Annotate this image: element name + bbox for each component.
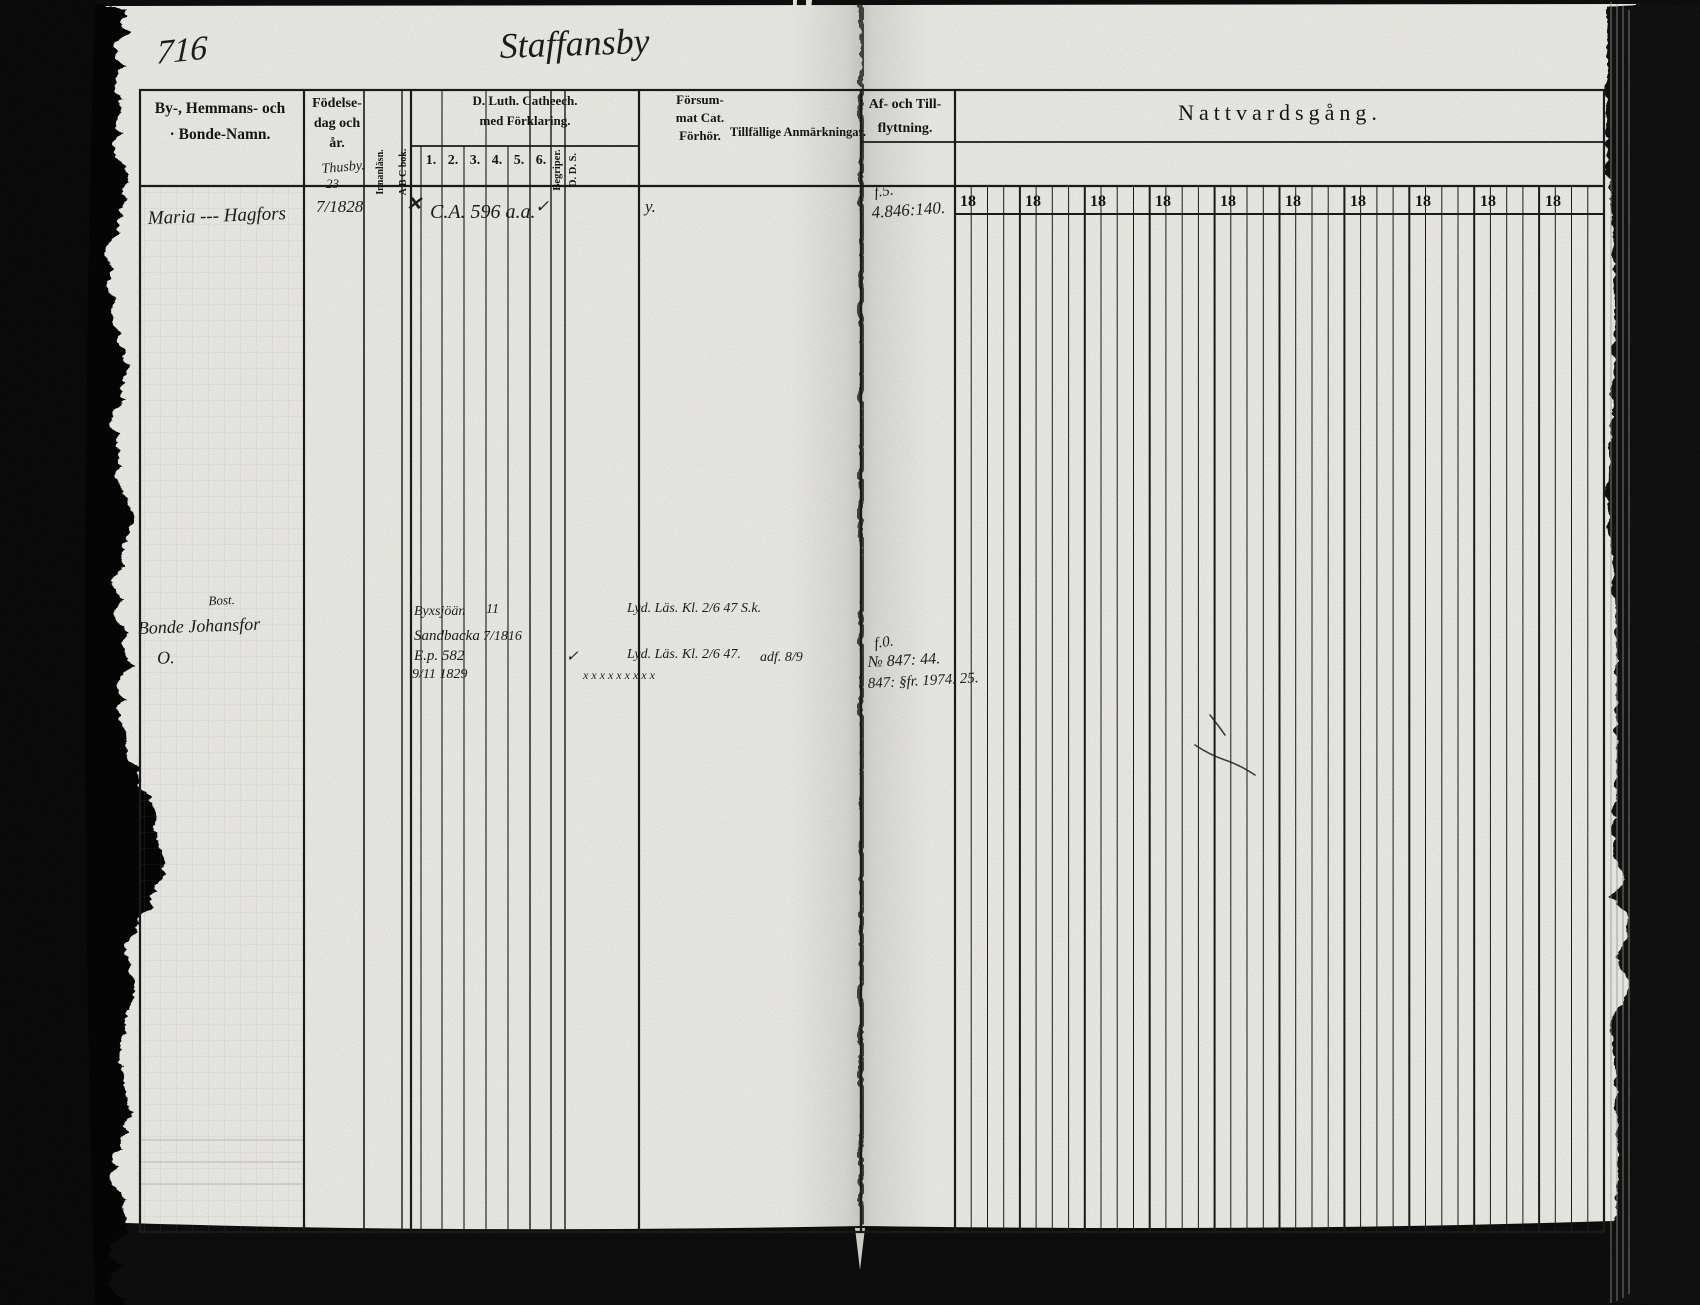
- svg-text:f.0.: f.0.: [873, 633, 894, 652]
- svg-text:mat Cat.: mat Cat.: [676, 110, 724, 125]
- svg-text:Lyd. Läs. Kl. 2/6 47 S.k.: Lyd. Läs. Kl. 2/6 47 S.k.: [626, 601, 761, 616]
- svg-text:9/11 1829: 9/11 1829: [412, 667, 467, 682]
- svg-text:Innanläsn.: Innanläsn.: [375, 149, 386, 195]
- svg-text:4.: 4.: [492, 153, 503, 168]
- svg-text:D. D. S.: D. D. S.: [568, 153, 579, 188]
- svg-text:23: 23: [326, 176, 340, 191]
- svg-text:716: 716: [156, 29, 208, 71]
- svg-text:Bost.: Bost.: [194, 592, 235, 609]
- svg-text:x x x x x x x x x: x x x x x x x x x: [582, 668, 656, 682]
- svg-text:flyttning.: flyttning.: [878, 121, 933, 136]
- svg-text:11: 11: [486, 602, 499, 617]
- svg-text:Staffansby: Staffansby: [499, 21, 650, 66]
- svg-text:18: 18: [1285, 193, 1301, 210]
- svg-text:· Bonde-Namn.: · Bonde-Namn.: [170, 126, 271, 143]
- svg-text:By-, Hemmans- och: By-, Hemmans- och: [155, 100, 286, 117]
- svg-text:18: 18: [1025, 193, 1041, 210]
- svg-text:Tillfällige Anmärkningar.: Tillfällige Anmärkningar.: [730, 125, 866, 139]
- svg-text:18: 18: [1350, 193, 1366, 210]
- svg-text:Födelse-: Födelse-: [312, 96, 362, 111]
- svg-text:D. Luth. Catheech.: D. Luth. Catheech.: [472, 93, 577, 108]
- svg-text:Byxsjöän: Byxsjöän: [414, 604, 465, 619]
- svg-text:y.: y.: [643, 197, 656, 216]
- svg-text:18: 18: [960, 193, 976, 210]
- svg-text:18: 18: [1480, 193, 1496, 210]
- svg-text:Sandbacka: Sandbacka: [414, 628, 480, 644]
- svg-text:6.: 6.: [536, 153, 547, 168]
- svg-text:Af- och Till-: Af- och Till-: [869, 97, 942, 112]
- svg-text:adf. 8/9: adf. 8/9: [760, 650, 803, 665]
- svg-text:med Förklaring.: med Förklaring.: [480, 113, 571, 128]
- svg-text:18: 18: [1155, 193, 1171, 210]
- svg-text:5.: 5.: [514, 153, 525, 168]
- svg-text:O.: O.: [149, 647, 182, 668]
- svg-text:f.5.: f.5.: [873, 182, 894, 201]
- svg-text:Begriper.: Begriper.: [552, 149, 563, 191]
- svg-text:✓: ✓: [535, 197, 549, 216]
- svg-text:Lyd. Läs. Kl. 2/6 47.: Lyd. Läs. Kl. 2/6 47.: [626, 647, 741, 662]
- svg-text:✕: ✕: [406, 194, 423, 215]
- svg-text:✓: ✓: [566, 649, 579, 665]
- svg-text:7/1828: 7/1828: [316, 197, 364, 216]
- svg-text:Nattvardsgång.: Nattvardsgång.: [1178, 100, 1382, 125]
- svg-text:Förhör.: Förhör.: [679, 128, 721, 143]
- svg-text:C.A. 596 a.a.: C.A. 596 a.a.: [430, 201, 536, 223]
- svg-text:dag och: dag och: [314, 116, 361, 131]
- svg-text:18: 18: [1545, 193, 1561, 210]
- svg-text:3.: 3.: [470, 153, 481, 168]
- svg-text:år.: år.: [329, 136, 344, 151]
- svg-text:2.: 2.: [448, 153, 459, 168]
- svg-text:7/1816: 7/1816: [483, 629, 522, 644]
- svg-text:Försum-: Försum-: [676, 92, 724, 107]
- svg-text:18: 18: [1220, 193, 1236, 210]
- svg-text:18: 18: [1090, 193, 1106, 210]
- svg-text:1.: 1.: [426, 153, 437, 168]
- svg-text:A B C bok.: A B C bok.: [398, 148, 409, 195]
- svg-text:18: 18: [1415, 193, 1431, 210]
- svg-text:E.p. 582: E.p. 582: [413, 648, 465, 664]
